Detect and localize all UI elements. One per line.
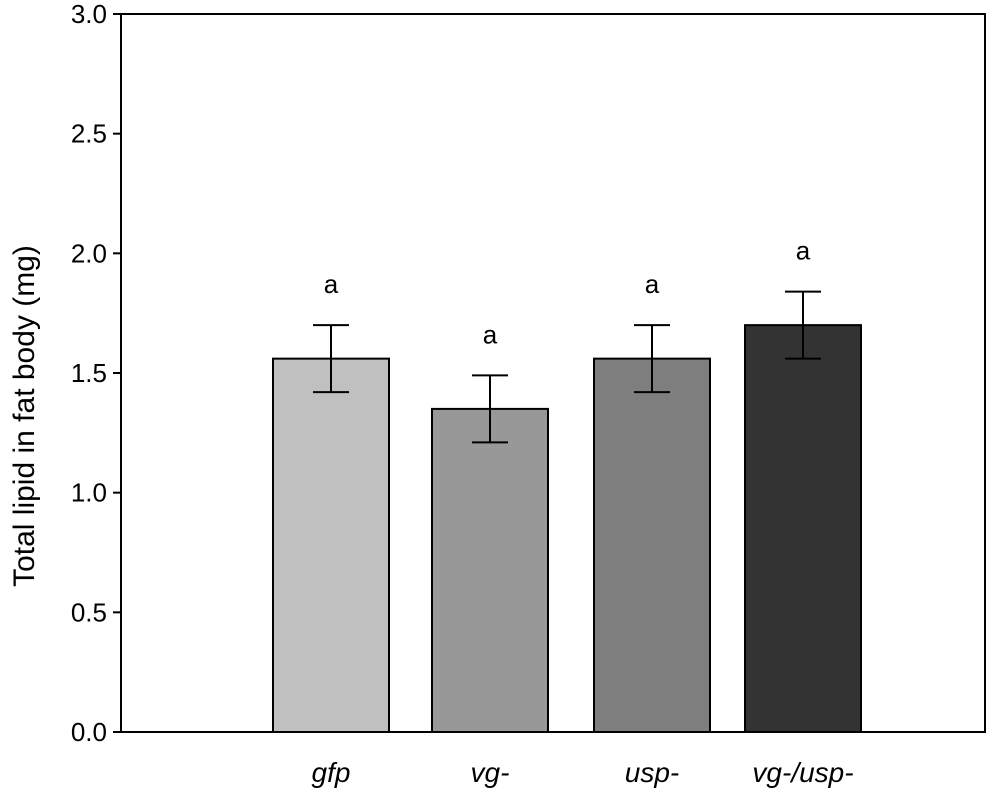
- category-label-2: usp-: [625, 757, 679, 788]
- y-tick-label-0: 0.0: [71, 717, 107, 747]
- significance-label-0: a: [324, 269, 339, 299]
- y-tick-label-3: 1.5: [71, 358, 107, 388]
- y-tick-label-2: 1.0: [71, 478, 107, 508]
- error-bars: [313, 290, 821, 444]
- bars: [272, 324, 862, 733]
- category-label-1: vg-: [471, 757, 510, 788]
- y-axis-label: Total lipid in fat body (mg): [8, 245, 41, 587]
- category-label-3: vg-/usp-: [752, 757, 853, 788]
- bar-1: [431, 407, 549, 733]
- y-tick-label-5: 2.5: [71, 119, 107, 149]
- y-tick-label-4: 2.0: [71, 238, 107, 268]
- bar-3: [744, 324, 862, 733]
- bar-2: [593, 357, 711, 733]
- axes: [113, 13, 986, 733]
- labels: 0.0 0.5 1.0 1.5 2.0 2.5 3.0 a gfp a vg-a usp-a vg-/u…: [71, 0, 854, 788]
- category-label-0: gfp: [312, 757, 351, 788]
- significance-label-3: a: [796, 236, 811, 266]
- y-tick-label-1: 0.5: [71, 597, 107, 627]
- significance-label-1: a: [483, 319, 498, 349]
- y-tick-label-6: 3.0: [71, 0, 107, 29]
- significance-label-2: a: [645, 269, 660, 299]
- bar-0: [272, 357, 390, 733]
